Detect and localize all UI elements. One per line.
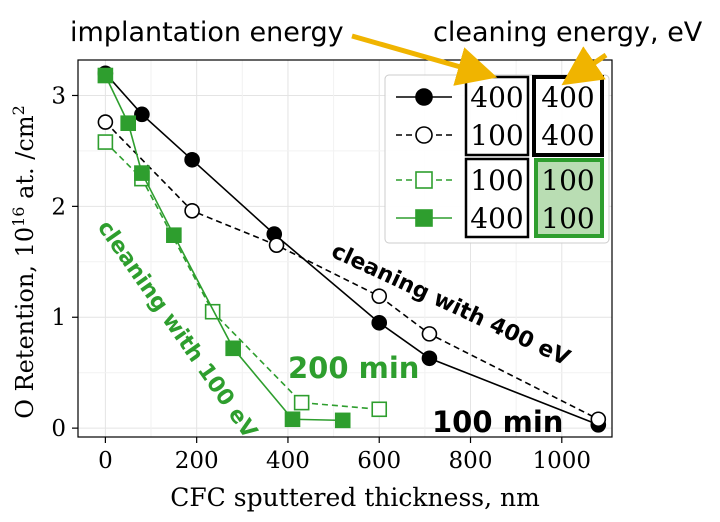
- series-layer: [97, 65, 607, 433]
- legend-entry-2: 100 100: [396, 164, 595, 197]
- data-point: [590, 411, 607, 428]
- legend-implantation-energy: 100: [470, 119, 523, 152]
- axis-ticks: 0 200 400 600 800 1000 0 1 2 3: [51, 83, 591, 474]
- x-tick-label: 0: [98, 448, 113, 474]
- x-tick-label: 400: [266, 448, 310, 474]
- x-axis-label: CFC sputtered thickness, nm: [170, 483, 540, 512]
- cleaning-arrow: [561, 46, 608, 86]
- annotation-cleaning-energy: cleaning energy, eV: [433, 17, 703, 48]
- legend-cleaning-energy: 400: [541, 81, 594, 114]
- y-tick-label: 3: [51, 83, 66, 109]
- y-tick-label: 1: [51, 305, 66, 331]
- legend-cleaning-energy: 100: [541, 164, 594, 197]
- data-point: [97, 67, 114, 84]
- data-point: [334, 412, 351, 429]
- legend-box-implantation-bottom: [464, 157, 530, 239]
- data-point: [293, 394, 310, 411]
- data-point: [166, 227, 182, 243]
- series-line: [104, 121, 599, 420]
- annotation-time-200: 200 min: [288, 351, 419, 385]
- data-point: [421, 326, 438, 342]
- data-point: [225, 340, 241, 357]
- x-tick-label: 800: [449, 448, 493, 474]
- x-tick-label: 200: [175, 448, 219, 474]
- data-point: [134, 165, 150, 181]
- x-tick-label: 600: [357, 448, 401, 474]
- data-point: [134, 106, 150, 123]
- data-point: [421, 350, 438, 367]
- series-1: [97, 114, 607, 428]
- data-point: [371, 314, 388, 331]
- legend-implantation-energy: 100: [470, 164, 523, 197]
- series-3: [97, 67, 351, 429]
- data-point: [268, 237, 285, 253]
- plot-frame: [77, 59, 613, 438]
- y-tick-label: 0: [51, 416, 66, 442]
- legend-cleaning-energy: 400: [541, 119, 594, 152]
- y-axis-label: O Retention, 1016 at. /cm2: [9, 105, 39, 419]
- y-tick-label: 2: [51, 194, 66, 220]
- legend-entry-0: 400 400: [396, 81, 595, 114]
- x-tick-label: 1000: [533, 448, 592, 474]
- legend-implantation-energy: 400: [470, 202, 523, 235]
- annotation-implantation-energy: implantation energy: [70, 17, 344, 48]
- data-point: [415, 126, 433, 144]
- data-point: [371, 288, 388, 304]
- data-point: [415, 171, 433, 189]
- data-point: [371, 401, 388, 418]
- data-point: [284, 411, 301, 428]
- legend: 400 400 100 400 100 100 400 100: [384, 74, 610, 244]
- data-point: [204, 303, 221, 320]
- legend-entry-3: 400 100: [396, 202, 595, 235]
- legend-cleaning-energy: 100: [541, 202, 594, 235]
- data-point: [120, 115, 137, 132]
- data-point: [97, 114, 114, 130]
- data-point: [415, 209, 433, 227]
- data-point: [184, 151, 200, 168]
- legend-box-cleaning-bottom: [534, 158, 604, 238]
- data-point: [184, 203, 200, 219]
- data-point: [415, 88, 433, 106]
- series-2: [97, 134, 388, 418]
- legend-entry-1: 100 400: [396, 119, 595, 152]
- annotation-cleaning-100: cleaning with 100 eV: [92, 216, 262, 443]
- legend-implantation-energy: 400: [470, 81, 523, 114]
- data-point: [97, 134, 114, 150]
- annotation-time-100: 100 min: [432, 405, 563, 439]
- implantation-arrow: [351, 33, 498, 86]
